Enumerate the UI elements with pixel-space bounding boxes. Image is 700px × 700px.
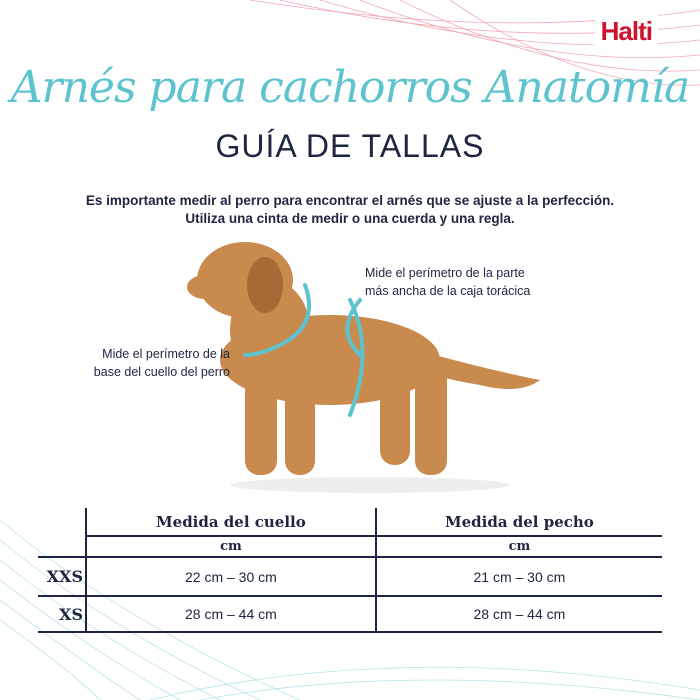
halti-logo: Halti (594, 14, 658, 49)
page-title: GUÍA DE TALLAS (215, 128, 485, 164)
corner-cell (38, 508, 87, 536)
chest-value: 21 cm – 30 cm (473, 568, 566, 585)
chest-note: Mide el perímetro de la parte más ancha … (365, 264, 530, 300)
header-neck: Medida del cuello (86, 508, 377, 537)
size-label: XXS (38, 557, 87, 596)
intro-text: Es importante medir al perro para encont… (0, 192, 700, 228)
intro-line: Es importante medir al perro para encont… (85, 193, 615, 208)
product-title: Arnés para cachorros Anatomía (10, 62, 690, 113)
corner-cell (38, 536, 87, 557)
neck-note: Mide el perímetro de la base del cuello … (60, 345, 230, 381)
note-line: Mide el perímetro de la (102, 347, 230, 361)
size-label: XS (38, 596, 87, 632)
note-line: base del cuello del perro (93, 365, 230, 379)
note-line: más ancha de la caja torácica (365, 284, 531, 298)
size-table: Medida del cuello Medida del pecho cm cm… (38, 508, 662, 633)
dog-illustration (187, 242, 540, 493)
neck-value: 22 cm – 30 cm (86, 557, 377, 596)
note-line: Mide el perímetro de la parte (365, 266, 525, 280)
intro-line: Utiliza una cinta de medir o una cuerda … (185, 211, 515, 226)
unit-neck: cm (86, 536, 377, 557)
neck-measure-arc (243, 283, 311, 357)
table-row: XS 28 cm – 44 cm 28 cm – 44 cm (38, 596, 662, 632)
chest-value: 28 cm – 44 cm (473, 606, 566, 622)
header-chest: Medida del pecho (375, 508, 662, 537)
measure-arrows (243, 283, 365, 417)
unit-chest: cm (508, 539, 531, 554)
neck-value: 28 cm – 44 cm (86, 596, 377, 632)
table-row: XXS 22 cm – 30 cm 21 cm – 30 cm (38, 557, 662, 596)
chest-measure-arc (348, 298, 365, 417)
